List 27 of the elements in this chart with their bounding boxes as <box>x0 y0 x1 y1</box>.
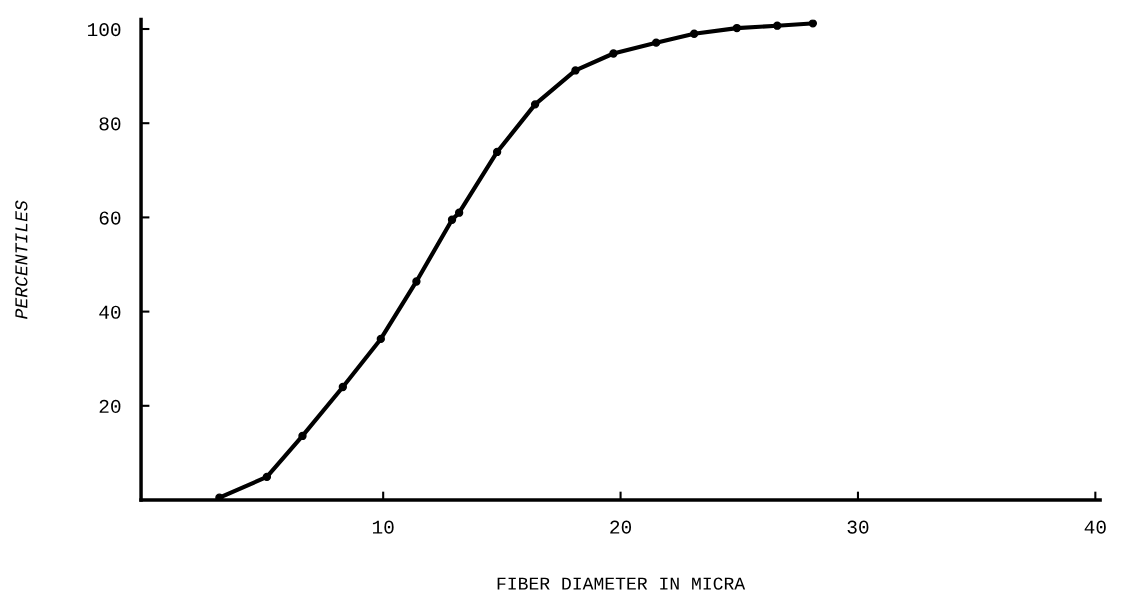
point <box>689 29 699 38</box>
point <box>412 277 421 286</box>
y-tick-label: 20 <box>99 399 121 414</box>
point <box>530 100 540 109</box>
y-axis-title: PERCENTILES <box>15 200 28 319</box>
y-tick-label: 40 <box>99 305 121 319</box>
point <box>652 38 661 47</box>
x-axis-title: FIBER DIAMETER IN MICRA <box>497 577 746 590</box>
point <box>609 49 618 58</box>
point <box>732 23 742 33</box>
point <box>447 215 457 224</box>
point <box>262 472 272 482</box>
y-tick-label: 60 <box>99 211 121 225</box>
x-tick-label: 20 <box>610 520 632 534</box>
point <box>338 382 347 392</box>
y-tick-label: 80 <box>99 117 121 131</box>
x-tick-label: 10 <box>372 520 394 534</box>
point <box>492 147 502 157</box>
x-tick-label: 40 <box>1084 520 1106 534</box>
point <box>298 431 307 441</box>
x-tick-label: 30 <box>847 520 869 534</box>
point <box>808 19 818 28</box>
y-tick-label: 100 <box>88 23 121 37</box>
point <box>773 21 782 30</box>
point <box>376 334 385 344</box>
point <box>454 208 464 217</box>
point <box>571 66 580 75</box>
